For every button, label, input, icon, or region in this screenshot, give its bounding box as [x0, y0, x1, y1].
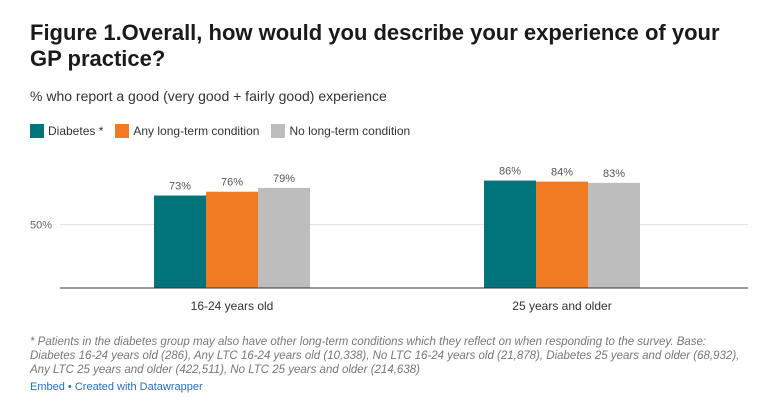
legend-label-no-ltc: No long-term condition — [289, 124, 411, 138]
data-label-2-1: 86% — [499, 166, 521, 178]
footer-separator: • — [67, 381, 72, 393]
legend-item-diabetes: Diabetes * — [30, 124, 103, 138]
legend-item-no-ltc: No long-term condition — [271, 124, 410, 138]
chart-notes: * Patients in the diabetes group may als… — [30, 336, 740, 376]
data-label-1-2: 76% — [221, 177, 243, 189]
legend-item-any-ltc: Any long-term condition — [115, 124, 259, 138]
data-label-2-2: 84% — [551, 167, 573, 179]
bar-1-2 — [206, 191, 258, 288]
chart-subtitle: % who report a good (very good + fairly … — [30, 88, 387, 104]
legend-label-any-ltc: Any long-term condition — [133, 124, 260, 138]
bar-chart: 50% 73% 76% 79% 16-24 years old 86% 84% 83% 25 y… — [30, 166, 748, 313]
created-with-datawrapper-link[interactable]: Created with Datawrapper — [74, 381, 203, 393]
bar-2-2 — [536, 181, 588, 288]
chart-legend: Diabetes * Any long-term condition No lo… — [30, 124, 422, 138]
legend-label-diabetes: Diabetes * — [48, 124, 104, 138]
bar-1-3 — [258, 187, 310, 288]
x-tick-label-1: 16-24 years old — [191, 299, 274, 313]
x-tick-label-2: 25 years and older — [512, 299, 611, 313]
legend-swatch-any-ltc — [115, 124, 130, 138]
legend-swatch-diabetes — [30, 124, 44, 138]
y-tick-label-0: 50% — [30, 220, 52, 232]
bar-1-1 — [154, 195, 206, 288]
chart-footer: Embed • Created with Datawrapper — [30, 381, 203, 393]
bar-2-3 — [588, 182, 640, 288]
chart-title: Figure 1.Overall, how would you describe… — [30, 20, 720, 71]
legend-swatch-no-ltc — [271, 124, 286, 138]
bar-2-1 — [484, 180, 536, 288]
data-label-1-1: 73% — [169, 181, 191, 193]
embed-link[interactable]: Embed — [30, 381, 65, 393]
data-label-2-3: 83% — [603, 168, 625, 180]
data-label-1-3: 79% — [273, 173, 295, 185]
